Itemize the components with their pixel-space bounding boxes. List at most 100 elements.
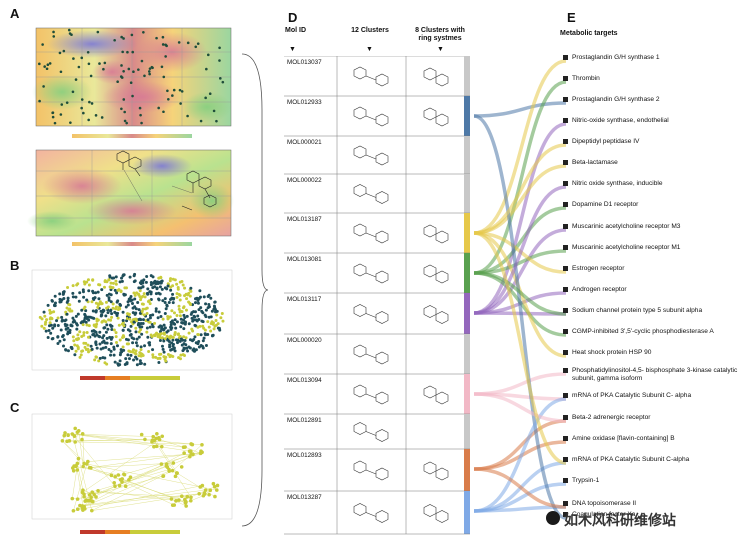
neighbor-node	[127, 297, 131, 301]
neighbor-node	[179, 494, 184, 499]
neighbor-node	[97, 297, 101, 301]
neighbor-node	[183, 286, 187, 290]
neighbor-node	[143, 344, 147, 348]
neighbor-node	[162, 350, 166, 354]
neighbor-node	[201, 346, 205, 350]
neighbor-node	[201, 320, 205, 324]
neighbor-node	[169, 497, 174, 501]
neighbor-node	[181, 306, 185, 310]
target-link	[473, 114, 567, 520]
target-marker	[563, 478, 568, 483]
neighbor-node	[158, 356, 162, 360]
neighbor-node	[133, 279, 137, 283]
som-point	[130, 33, 134, 37]
neighbor-node	[191, 319, 195, 323]
neighbor-node	[175, 282, 179, 286]
neighbor-node	[150, 334, 154, 338]
neighbor-node	[169, 285, 173, 289]
neighbor-node	[109, 286, 113, 290]
neighbor-node	[194, 301, 198, 305]
neighbor-node	[199, 449, 203, 454]
som-point	[219, 77, 222, 80]
som-point	[178, 88, 182, 92]
target-link	[473, 185, 567, 315]
metabolic-target-item: Beta-2 adrenergic receptor	[563, 414, 739, 422]
neighbor-node	[162, 323, 166, 327]
neighbor-node	[73, 426, 78, 431]
neighbor-node	[169, 348, 173, 352]
neighbor-node	[145, 275, 149, 279]
neighbor-node	[152, 444, 156, 449]
som-point	[77, 65, 81, 69]
neighbor-node	[176, 287, 180, 291]
neighbor-edge	[84, 470, 170, 507]
neighbor-node	[78, 330, 82, 334]
neighbor-node	[140, 279, 144, 283]
neighbor-node	[81, 323, 85, 327]
neighbor-node	[203, 332, 207, 336]
neighbor-node	[203, 488, 208, 492]
neighbor-node	[110, 315, 114, 319]
neighbor-node	[212, 484, 217, 489]
neighbor-node	[159, 315, 163, 319]
neighbor-edge	[89, 462, 174, 468]
neighbor-node	[211, 333, 215, 337]
neighbor-node	[114, 331, 118, 335]
watermark-text: 如木风科研维修站	[564, 512, 676, 528]
neighbor-node	[183, 501, 188, 505]
neighbor-node	[68, 328, 72, 332]
neighbor-node	[90, 347, 94, 351]
neighbor-node	[58, 297, 62, 301]
neighbor-node	[159, 444, 164, 449]
som-point	[98, 62, 101, 65]
neighbor-node	[71, 295, 75, 299]
neighbor-node	[149, 292, 153, 296]
neighbor-node	[188, 454, 192, 459]
neighbor-node	[75, 430, 80, 434]
neighbor-node	[96, 290, 100, 294]
neighbor-edge	[77, 469, 84, 508]
neighbor-node	[151, 325, 155, 329]
neighbor-node	[87, 289, 91, 293]
target-marker	[563, 55, 568, 60]
neighbor-node	[56, 323, 60, 327]
neighbor-node	[188, 346, 192, 350]
neighbor-node	[112, 480, 116, 485]
metabolic-target-item: Dipeptidyl peptidase IV	[563, 138, 739, 146]
neighbor-node	[147, 299, 151, 303]
neighbor-node	[192, 337, 196, 341]
som-point	[132, 70, 135, 74]
neighbor-node	[102, 326, 106, 330]
neighbor-node	[178, 298, 182, 302]
neighbor-node	[170, 468, 175, 473]
metabolic-target-item: Muscarinic acetylcholine receptor M3	[563, 223, 739, 231]
neighbor-node	[163, 301, 167, 305]
metabolic-target-item: Androgen receptor	[563, 286, 739, 294]
neighbor-node	[109, 473, 114, 478]
neighbor-node	[138, 359, 142, 363]
neighbor-node	[126, 303, 130, 307]
neighbor-node	[154, 292, 158, 296]
neighbor-node	[182, 313, 186, 317]
neighbor-node	[80, 437, 84, 442]
neighbor-node	[78, 291, 82, 295]
neighbor-node	[74, 314, 78, 318]
neighbor-node	[139, 361, 143, 365]
som-point	[179, 102, 182, 105]
panel-label-d: D	[288, 10, 298, 25]
metabolic-target-item: Thrombin	[563, 75, 739, 83]
neighbor-node	[164, 355, 168, 359]
neighbor-node	[47, 329, 51, 333]
neighbor-node	[202, 295, 206, 299]
neighbor-node	[149, 283, 153, 287]
neighbor-node	[161, 299, 165, 303]
neighbor-node	[198, 485, 203, 489]
neighbor-node	[171, 336, 175, 340]
neighbor-node	[197, 317, 201, 321]
neighbor-node	[109, 342, 113, 346]
neighbor-node	[183, 354, 187, 358]
neighbor-node	[168, 343, 172, 347]
neighbor-node	[100, 302, 104, 306]
neighbor-node	[138, 325, 142, 329]
neighbor-node	[138, 295, 142, 299]
